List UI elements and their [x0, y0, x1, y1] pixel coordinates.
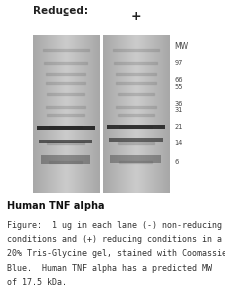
Text: Blue.  Human TNF alpha has a predicted MW: Blue. Human TNF alpha has a predicted MW [7, 264, 212, 273]
Text: 97: 97 [174, 60, 183, 66]
Text: 21: 21 [174, 124, 183, 130]
Text: 6: 6 [174, 159, 179, 165]
Bar [39, 140, 92, 143]
Text: 14: 14 [174, 140, 183, 146]
Text: 20% Tris-Glycine gel, stained with Coomassie: 20% Tris-Glycine gel, stained with Cooma… [7, 249, 225, 258]
Text: Reduced:: Reduced: [33, 7, 88, 16]
Text: 66
55: 66 55 [174, 77, 183, 89]
Text: of 17.5 kDa.: of 17.5 kDa. [7, 278, 67, 287]
Text: Human TNF alpha: Human TNF alpha [7, 201, 104, 211]
Text: 36
31: 36 31 [174, 100, 183, 113]
Bar [37, 126, 95, 130]
Text: MW: MW [174, 42, 189, 51]
Bar [109, 138, 163, 142]
Text: +: + [130, 10, 141, 22]
Bar [110, 154, 162, 163]
Bar [41, 155, 90, 164]
Text: –: – [63, 10, 69, 22]
Text: conditions and (+) reducing conditions in a 4-: conditions and (+) reducing conditions i… [7, 235, 225, 244]
Text: Figure:  1 ug in each lane (-) non-reducing: Figure: 1 ug in each lane (-) non-reduci… [7, 220, 222, 230]
Bar [107, 125, 165, 129]
